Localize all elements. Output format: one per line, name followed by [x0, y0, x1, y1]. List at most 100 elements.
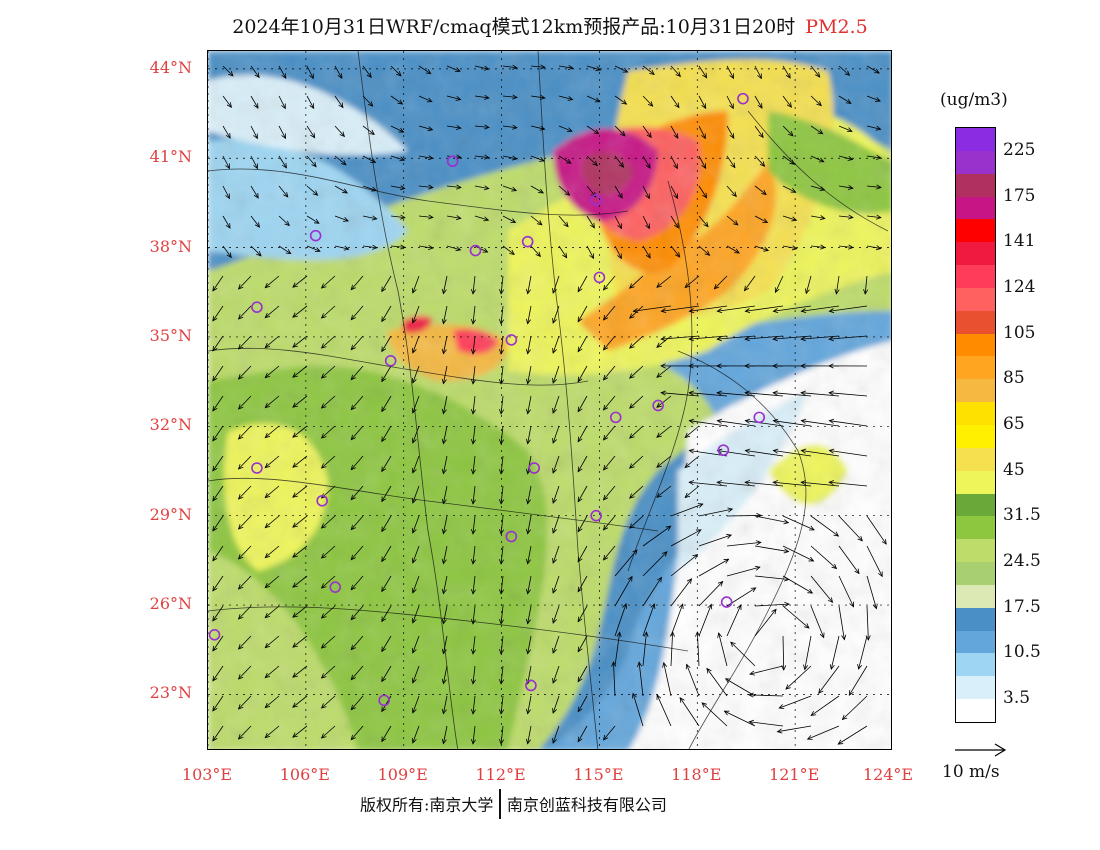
wind-arrow — [754, 245, 770, 252]
wind-arrow — [525, 515, 532, 535]
wind-arrow — [502, 215, 517, 223]
city-marker[interactable] — [590, 509, 602, 522]
city-marker[interactable] — [717, 444, 730, 456]
wind-arrow — [552, 395, 560, 414]
wind-arrow — [292, 635, 308, 648]
wind-arrow — [602, 275, 616, 291]
wind-arrow — [306, 215, 320, 224]
wind-arrow — [810, 545, 838, 570]
city-marker[interactable] — [737, 92, 749, 105]
wind-arrow — [470, 545, 476, 565]
wind-arrow — [716, 480, 756, 487]
wind-arrow — [250, 125, 258, 140]
city-marker[interactable] — [309, 229, 322, 242]
wind-arrow — [838, 605, 847, 641]
city-marker[interactable] — [469, 244, 482, 257]
wind-arrow — [470, 395, 476, 415]
city-marker[interactable] — [525, 679, 537, 692]
boundary-line — [357, 51, 459, 749]
wind-arrow — [810, 155, 825, 163]
wind-arrow — [446, 124, 462, 130]
wind-arrow — [381, 665, 392, 683]
wind-arrow — [320, 695, 336, 709]
colorbar-tick-label: 17.5 — [1003, 596, 1041, 617]
wind-arrow — [470, 455, 476, 475]
city-marker[interactable] — [208, 629, 221, 641]
city-marker[interactable] — [505, 334, 518, 346]
city-marker[interactable] — [609, 411, 622, 424]
city-marker[interactable] — [384, 354, 397, 367]
wind-arrow — [381, 335, 392, 353]
wind-arrow — [334, 215, 349, 222]
wind-arrow — [250, 185, 259, 199]
wind-arrow — [614, 549, 638, 577]
wind-arrow — [838, 185, 854, 191]
wind-arrow — [499, 605, 505, 625]
wind-arrow — [614, 155, 625, 168]
wind-arrow — [264, 335, 280, 349]
city-marker[interactable] — [446, 155, 459, 168]
wind-arrow — [470, 365, 476, 385]
wind-arrow — [250, 245, 262, 257]
wind-arrow — [525, 305, 532, 325]
wind-arrow — [292, 545, 308, 558]
wind-arrow — [474, 245, 489, 253]
wind-arrow — [237, 395, 252, 410]
city-marker[interactable] — [590, 194, 602, 206]
city-marker[interactable] — [329, 581, 342, 593]
wind-arrow — [782, 125, 794, 137]
colorbar-tick-label: 225 — [1003, 139, 1036, 160]
city-marker[interactable] — [528, 462, 540, 474]
wind-arrow — [499, 665, 505, 685]
city-marker[interactable] — [521, 235, 534, 248]
wind-arrow — [525, 635, 532, 655]
wind-arrow — [800, 305, 840, 314]
city-marker[interactable] — [251, 462, 263, 474]
wind-arrow — [306, 95, 315, 110]
city-marker[interactable] — [593, 271, 606, 284]
wind-arrow — [586, 155, 598, 167]
latitude-label: 32°N — [149, 415, 192, 435]
wind-arrow — [530, 94, 546, 100]
wind-arrow — [803, 635, 812, 671]
city-marker[interactable] — [316, 494, 328, 507]
wind-arrow — [441, 695, 448, 715]
city-marker[interactable] — [720, 596, 733, 608]
wind-arrow — [749, 665, 784, 676]
wind-arrow — [525, 425, 532, 445]
wind-arrow — [499, 365, 505, 385]
wind-arrow — [212, 335, 224, 352]
city-marker[interactable] — [753, 411, 766, 424]
wind-arrow — [499, 425, 505, 445]
wind-arrow — [381, 635, 392, 653]
wind-arrow — [782, 575, 814, 594]
city-marker[interactable] — [251, 301, 263, 313]
wind-arrow — [754, 515, 790, 525]
wind-arrow — [785, 665, 812, 690]
city-marker[interactable] — [652, 399, 664, 412]
wind-arrow — [292, 515, 308, 528]
wind-arrow — [698, 155, 707, 170]
wind-arrow — [614, 245, 622, 260]
colorbar-tick-label: 10.5 — [1003, 642, 1041, 663]
wind-arrow — [474, 124, 490, 130]
wind-arrow — [441, 575, 448, 595]
wind-arrow — [706, 667, 728, 697]
wind-arrow — [660, 335, 700, 342]
wind-arrow — [558, 125, 573, 133]
city-marker[interactable] — [505, 530, 518, 543]
city-marker[interactable] — [378, 694, 390, 707]
wind-arrow — [350, 455, 364, 471]
map-frame[interactable] — [207, 50, 892, 750]
wind-arrow — [656, 335, 672, 348]
wind-arrow — [577, 455, 588, 473]
wind-arrow — [292, 395, 308, 408]
wind-arrow — [806, 725, 840, 740]
wind-arrow — [237, 725, 252, 740]
wind-arrow — [670, 578, 693, 607]
wind-arrow — [698, 245, 711, 256]
wind-arrow — [656, 485, 672, 498]
wind-vectors — [212, 64, 887, 745]
wind-arrow — [381, 365, 392, 383]
pm25-map[interactable] — [208, 51, 892, 750]
